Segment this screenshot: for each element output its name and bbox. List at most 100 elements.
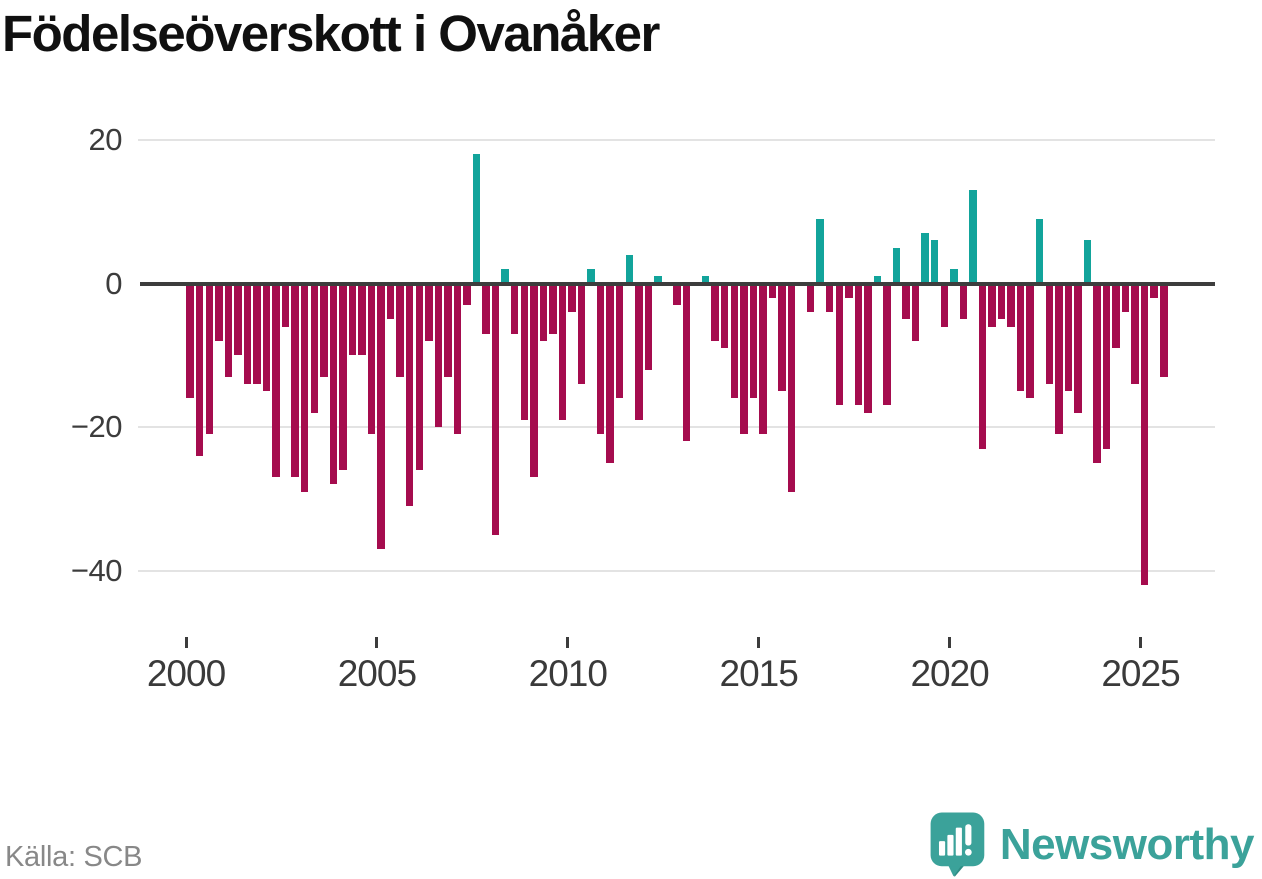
bar-positive — [654, 276, 662, 284]
bar-negative — [1055, 283, 1063, 435]
bar-negative — [711, 283, 719, 341]
bar-negative — [530, 283, 538, 478]
bar-negative — [596, 283, 605, 435]
bar-negative — [959, 283, 968, 320]
bar-negative — [730, 283, 738, 399]
bar-negative — [635, 283, 643, 420]
bar-negative — [291, 283, 299, 478]
bar-negative — [253, 283, 261, 384]
bar-negative — [367, 283, 376, 435]
x-tick-mark — [184, 637, 188, 648]
bar-negative — [425, 283, 433, 341]
bar-negative — [386, 283, 395, 320]
y-tick-label: −40 — [70, 552, 123, 588]
bar-negative — [195, 283, 204, 456]
bar-negative — [883, 283, 891, 406]
bar-negative — [205, 283, 214, 435]
bar-negative — [911, 283, 920, 341]
bar-negative — [644, 283, 653, 370]
bar-negative — [606, 283, 614, 463]
bar-negative — [1150, 283, 1158, 298]
bar-negative — [520, 283, 529, 420]
bar-negative — [1131, 283, 1139, 384]
bar-negative — [1026, 283, 1034, 399]
x-tick-label: 2015 — [719, 653, 799, 694]
bar-positive — [587, 269, 595, 284]
gridline — [138, 139, 1215, 141]
bar-negative — [825, 283, 834, 313]
bar-negative — [300, 283, 309, 492]
bar-negative — [568, 283, 576, 313]
bar-positive — [701, 276, 710, 284]
bar-negative — [1160, 283, 1168, 377]
bar-negative — [482, 283, 490, 334]
bar-positive — [892, 247, 901, 284]
bar-negative — [854, 283, 863, 406]
bar-negative — [329, 283, 338, 485]
x-tick-label: 2020 — [910, 653, 989, 694]
bar-negative — [224, 283, 233, 377]
x-tick-label: 2010 — [528, 653, 608, 694]
bar-positive — [501, 269, 509, 284]
bar-negative — [997, 283, 1006, 320]
bar-negative — [491, 283, 500, 535]
bar-negative — [902, 283, 910, 320]
bar-negative — [806, 283, 815, 313]
x-tick-mark — [1139, 637, 1142, 648]
bar-negative — [243, 283, 252, 384]
bar-negative — [415, 283, 424, 471]
bar-negative — [377, 283, 385, 549]
bar-negative — [310, 283, 319, 413]
bar-positive — [969, 190, 977, 284]
zero-axis-line — [140, 281, 1215, 286]
bar-positive — [816, 218, 824, 284]
x-tick-label: 2025 — [1101, 653, 1180, 694]
bar-negative — [1121, 283, 1130, 313]
y-tick-label: 0 — [105, 265, 122, 301]
bar-negative — [1093, 283, 1101, 463]
bar-negative — [215, 283, 223, 341]
bar-negative — [1140, 283, 1149, 585]
bar-positive — [921, 233, 929, 284]
x-tick-mark — [375, 637, 379, 648]
bar-negative — [749, 283, 758, 399]
bar-negative — [615, 283, 624, 399]
bar-negative — [320, 283, 328, 377]
bar-negative — [348, 283, 357, 356]
newsworthy-bubble-icon — [930, 812, 985, 877]
bar-negative — [673, 283, 681, 306]
bar-negative — [453, 283, 462, 435]
bar-positive — [873, 276, 882, 284]
bar-negative — [978, 283, 987, 449]
chart-title: Födelseöverskott i Ovanåker — [2, 5, 660, 62]
bar-negative — [1102, 283, 1111, 449]
bar-positive — [1083, 240, 1092, 284]
gridline — [138, 569, 1215, 572]
bar-negative — [1016, 283, 1025, 392]
bar-negative — [835, 283, 843, 406]
bar-negative — [1074, 283, 1082, 413]
bar-negative — [720, 283, 729, 349]
bar-negative — [444, 283, 452, 377]
bar-negative — [787, 283, 796, 492]
gridline — [138, 426, 1215, 428]
bar-negative — [577, 283, 586, 384]
bar-negative — [768, 283, 777, 298]
bar-negative — [759, 283, 767, 435]
bar-positive — [930, 240, 939, 284]
bar-negative — [864, 283, 872, 413]
bar-negative — [262, 283, 271, 392]
bar-negative — [845, 283, 853, 298]
newsworthy-logo: Newsworthy — [930, 812, 1255, 878]
x-tick-label: 2005 — [337, 653, 417, 694]
bar-negative — [272, 283, 280, 478]
bar-negative — [558, 283, 567, 420]
bar-positive — [1035, 218, 1044, 284]
bar-negative — [358, 283, 366, 356]
x-tick-mark — [757, 637, 761, 648]
bar-negative — [740, 283, 748, 435]
bar-positive — [625, 254, 634, 284]
y-tick-label: −20 — [70, 409, 123, 444]
